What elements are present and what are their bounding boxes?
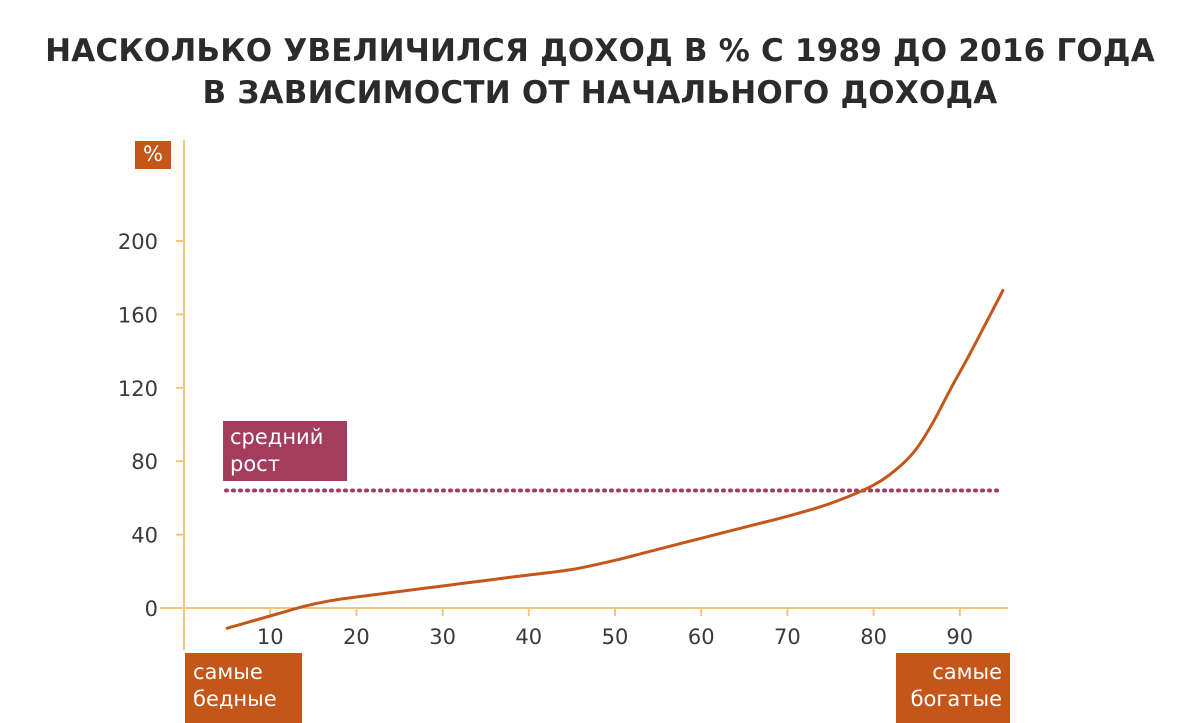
x-tick-label: 70 <box>774 625 801 649</box>
y-unit-label: % <box>135 141 171 169</box>
chart-title-line-2: В ЗАВИСИМОСТИ ОТ НАЧАЛЬНОГО ДОХОДА <box>202 75 998 111</box>
y-tick-label: 200 <box>118 230 158 254</box>
x-tick-label: 10 <box>257 625 284 649</box>
chart-title: НАСКОЛЬКО УВЕЛИЧИЛСЯ ДОХОД В % С 1989 ДО… <box>0 30 1200 114</box>
x-tick-labels: 10 20 30 40 50 60 70 80 90 <box>257 608 973 649</box>
average-growth-label-line-1: средний <box>230 425 324 449</box>
y-tick-label: 40 <box>131 524 158 548</box>
average-growth-label-line-2: рост <box>230 452 280 476</box>
chart-title-line-1: НАСКОЛЬКО УВЕЛИЧИЛСЯ ДОХОД В % С 1989 ДО… <box>45 33 1155 69</box>
y-tick-label: 0 <box>145 597 158 621</box>
average-growth-label: средний рост <box>223 421 347 481</box>
x-tick-label: 50 <box>602 625 629 649</box>
richest-label-line-1: самые <box>932 660 1002 684</box>
poorest-label: самые бедные <box>185 653 302 723</box>
income-growth-line <box>225 289 1005 630</box>
x-tick-label: 60 <box>688 625 715 649</box>
x-tick-label: 40 <box>515 625 542 649</box>
x-tick-label: 20 <box>343 625 370 649</box>
x-tick-label: 80 <box>860 625 887 649</box>
richest-label: самые богатые <box>896 653 1010 723</box>
y-tick-label: 120 <box>118 377 158 401</box>
x-tick-label: 30 <box>429 625 456 649</box>
x-tick-label: 90 <box>946 625 973 649</box>
poorest-label-line-2: бедные <box>193 687 277 711</box>
richest-label-line-2: богатые <box>910 687 1002 711</box>
y-tick-labels: 0 40 80 120 160 200 <box>118 230 184 621</box>
y-tick-label: 160 <box>118 303 158 327</box>
poorest-label-line-1: самые <box>193 660 263 684</box>
y-tick-label: 80 <box>131 450 158 474</box>
